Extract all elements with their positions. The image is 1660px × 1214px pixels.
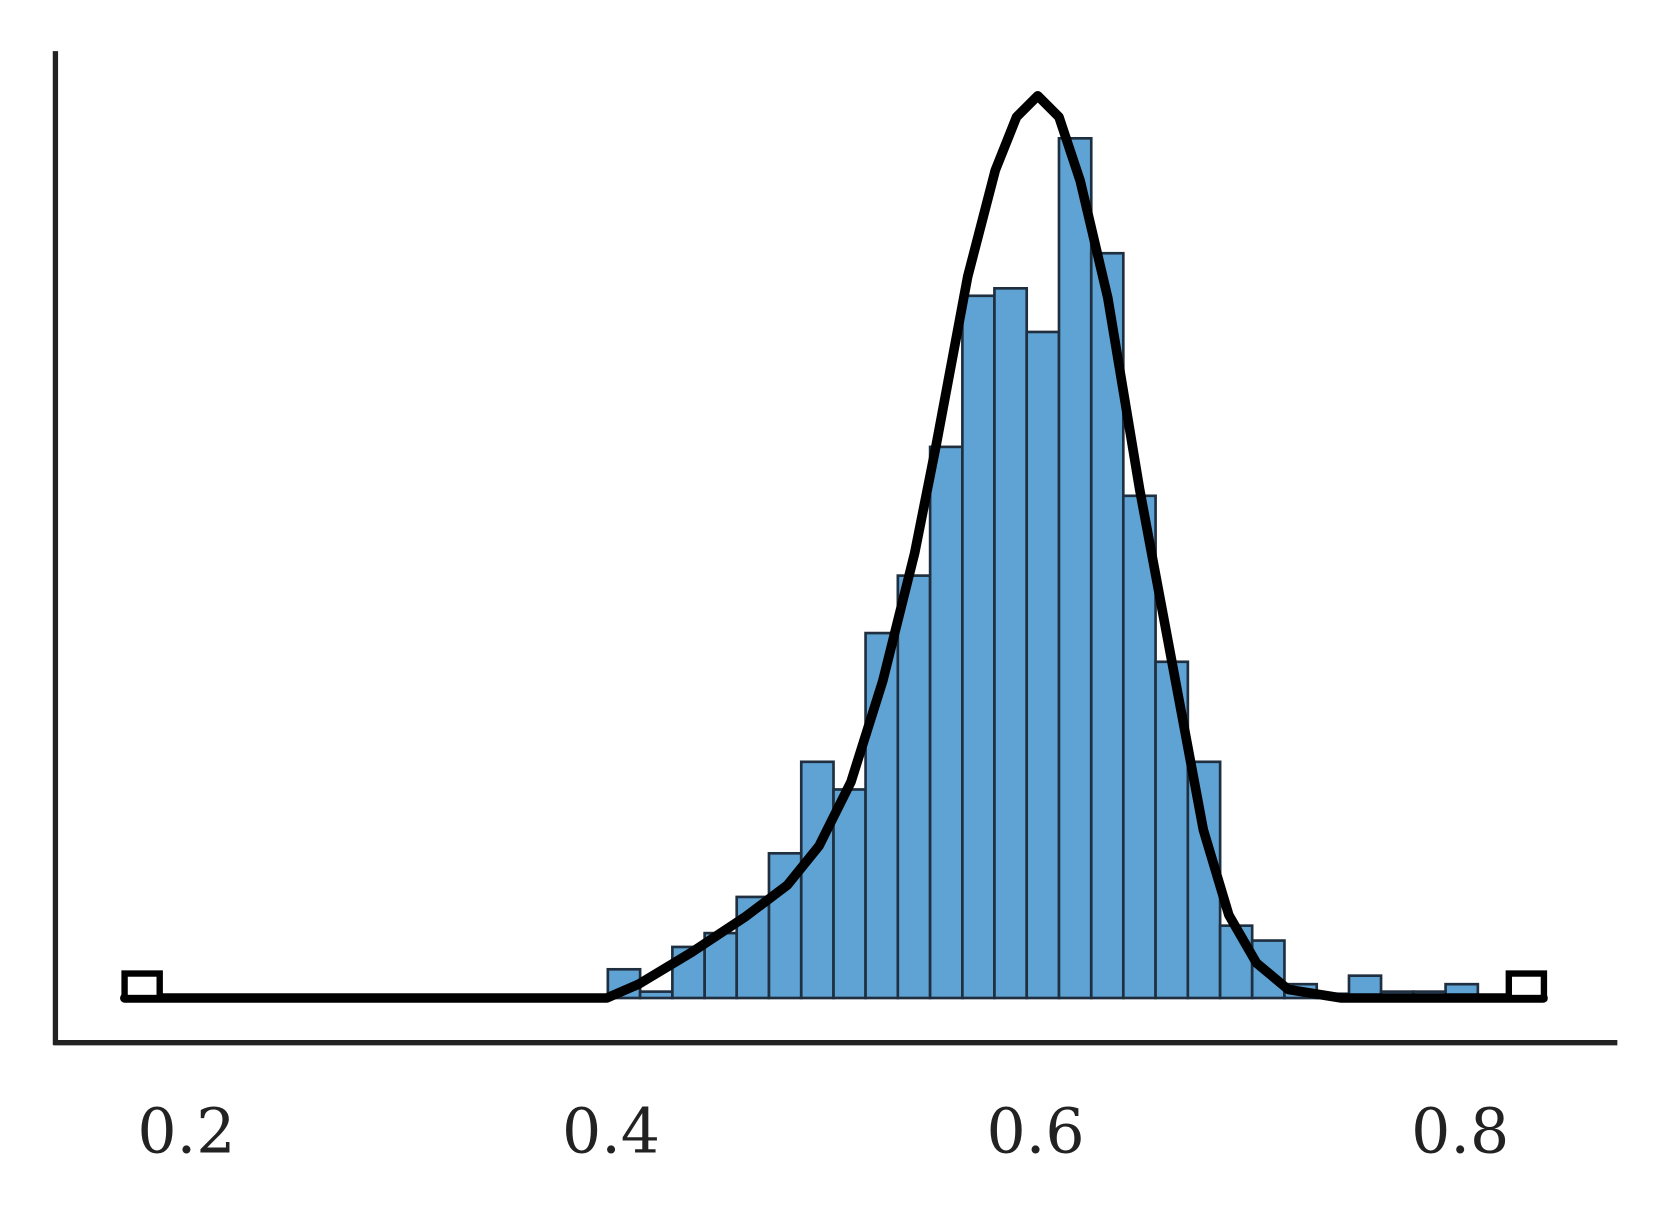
bar <box>799 760 835 1000</box>
x-tick-label: 0.8 <box>1411 1095 1509 1167</box>
bar <box>928 445 964 1000</box>
x-tick-label: 0.2 <box>137 1095 235 1167</box>
bar <box>1025 330 1061 1000</box>
bar <box>832 788 867 1000</box>
x-tick-label: 0.6 <box>987 1095 1085 1167</box>
end-marker <box>121 970 163 1002</box>
end-marker <box>1505 970 1548 1002</box>
bar <box>638 990 674 1000</box>
bar <box>1057 136 1093 1000</box>
bar <box>961 294 996 1000</box>
bar <box>993 287 1029 1000</box>
x-tick-label: 0.4 <box>562 1095 660 1167</box>
density-curve <box>120 90 1548 1003</box>
bar <box>896 574 932 1000</box>
plot-area <box>120 90 1548 1003</box>
